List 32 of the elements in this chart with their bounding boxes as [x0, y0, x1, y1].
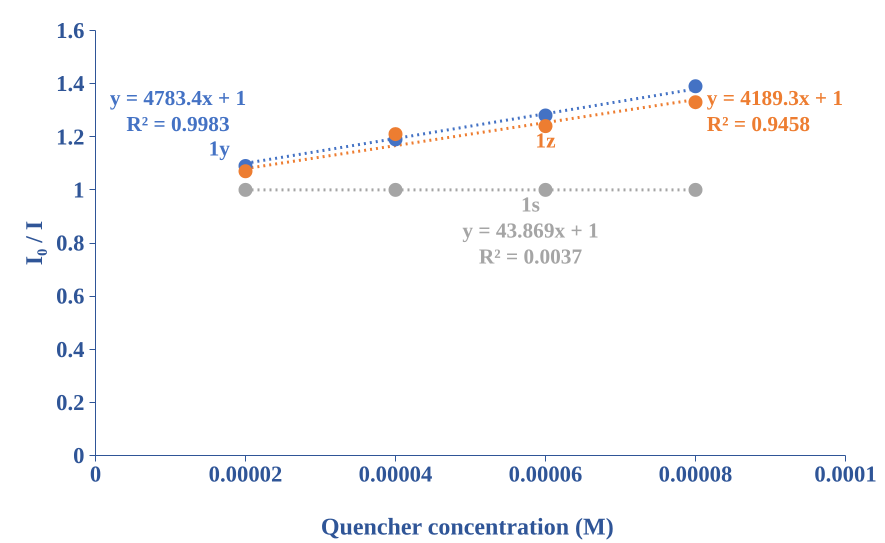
y-tick-label: 0.6: [56, 284, 85, 309]
x-tick-label: 0.00006: [508, 462, 582, 486]
series-label: 1y: [208, 136, 230, 161]
point: [688, 95, 702, 110]
y-tick-label: 1: [73, 177, 84, 202]
series-label: 1s: [521, 192, 540, 216]
x-axis-title: Quencher concentration (M): [320, 514, 614, 540]
x-tick-label: 0.00002: [208, 462, 282, 486]
x-tick-label: 0.00008: [658, 462, 732, 486]
point: [388, 127, 402, 142]
x-tick-label: 0: [90, 462, 102, 486]
y-tick-label: 0.4: [56, 336, 85, 362]
point: [688, 182, 702, 197]
y-tick-label: 1.4: [56, 71, 85, 96]
y-tick-label: 0.8: [56, 230, 85, 256]
y-tick-label: 0: [73, 443, 84, 468]
series-label: y = 4189.3x + 1 R² = 0.9458: [706, 86, 844, 136]
series-label: y = 4783.4x + 1 R² = 0.9983: [110, 86, 246, 136]
y-axis-title: I₀ / I: [22, 220, 48, 266]
y-tick-label: 1.6: [56, 18, 85, 43]
point: [538, 182, 552, 197]
y-tick-label: 1.2: [56, 124, 85, 150]
series-label: 1z: [535, 128, 556, 153]
point: [238, 164, 252, 178]
point: [688, 79, 702, 94]
x-tick-label: 0.00004: [358, 462, 432, 486]
x-tick-label: 0.0001: [814, 462, 877, 486]
point: [388, 182, 402, 197]
point: [238, 182, 252, 197]
point: [538, 119, 552, 134]
y-tick-label: 0.2: [56, 390, 85, 415]
series-label: y = 43.869x + 1 R² = 0.0037: [462, 218, 599, 268]
